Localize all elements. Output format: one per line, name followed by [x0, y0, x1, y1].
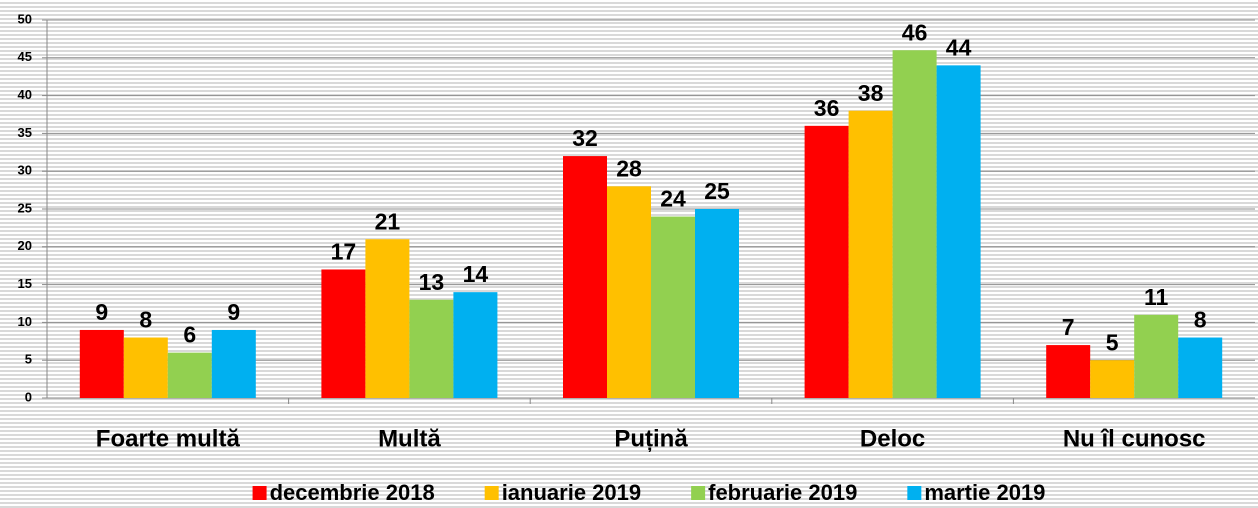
x-tick-label: Puțină: [614, 425, 688, 452]
bar: [1090, 360, 1135, 398]
bar: [892, 50, 937, 399]
y-tick-label: 15: [18, 276, 32, 291]
data-label: 44: [946, 34, 972, 60]
bar: [321, 269, 366, 398]
bar: [1178, 337, 1223, 398]
data-label: 24: [660, 186, 686, 212]
data-label: 38: [858, 80, 884, 106]
bar: [936, 65, 981, 399]
y-tick-label: 40: [18, 87, 32, 102]
data-label: 8: [139, 307, 152, 333]
data-label: 21: [375, 208, 401, 234]
legend-swatch: [484, 486, 499, 500]
data-label: 36: [814, 95, 840, 121]
legend-label: martie 2019: [924, 480, 1045, 505]
y-tick-label: 50: [18, 11, 32, 26]
data-label: 17: [331, 239, 357, 265]
data-label: 9: [95, 299, 108, 325]
data-label: 5: [1106, 329, 1119, 355]
legend-swatch: [252, 486, 267, 500]
bar: [651, 216, 695, 398]
legend-label: februarie 2019: [708, 480, 857, 505]
bar: [695, 209, 739, 398]
legend-swatch: [691, 486, 706, 500]
bar: [79, 329, 124, 398]
x-tick-label: Nu îl cunosc: [1063, 425, 1206, 452]
bar: [1134, 314, 1179, 398]
bar: [1046, 345, 1091, 398]
data-label: 32: [572, 125, 598, 151]
legend-label: decembrie 2018: [270, 480, 435, 505]
y-tick-label: 0: [25, 389, 32, 404]
y-tick-label: 25: [18, 200, 32, 215]
bar: [365, 239, 410, 398]
y-tick-label: 20: [18, 238, 32, 253]
data-label: 11: [1144, 284, 1169, 310]
data-label: 7: [1062, 314, 1075, 340]
data-label: 8: [1194, 307, 1207, 333]
y-tick-label: 10: [18, 314, 32, 329]
bar: [804, 125, 849, 398]
x-tick-label: Foarte multă: [96, 425, 241, 452]
bar: [848, 110, 893, 398]
legend-label: ianuarie 2019: [502, 480, 641, 505]
data-label: 25: [704, 178, 730, 204]
bar: [409, 299, 454, 398]
data-label: 28: [616, 155, 642, 181]
bar: [607, 186, 651, 398]
y-tick-label: 5: [25, 352, 32, 367]
bar: [123, 337, 168, 398]
bar: [453, 292, 498, 398]
data-label: 46: [902, 19, 928, 45]
data-label: 6: [183, 322, 196, 348]
y-tick-label: 30: [18, 163, 32, 178]
bar: [563, 156, 607, 398]
x-tick-label: Deloc: [860, 425, 925, 452]
data-label: 9: [227, 299, 240, 325]
x-tick-label: Multă: [378, 425, 441, 452]
data-label: 13: [419, 269, 445, 295]
y-tick-label: 45: [18, 49, 32, 64]
y-tick-label: 35: [18, 125, 32, 140]
bar: [211, 329, 256, 398]
bar: [167, 352, 212, 398]
data-label: 14: [463, 261, 489, 287]
legend-swatch: [907, 486, 922, 500]
